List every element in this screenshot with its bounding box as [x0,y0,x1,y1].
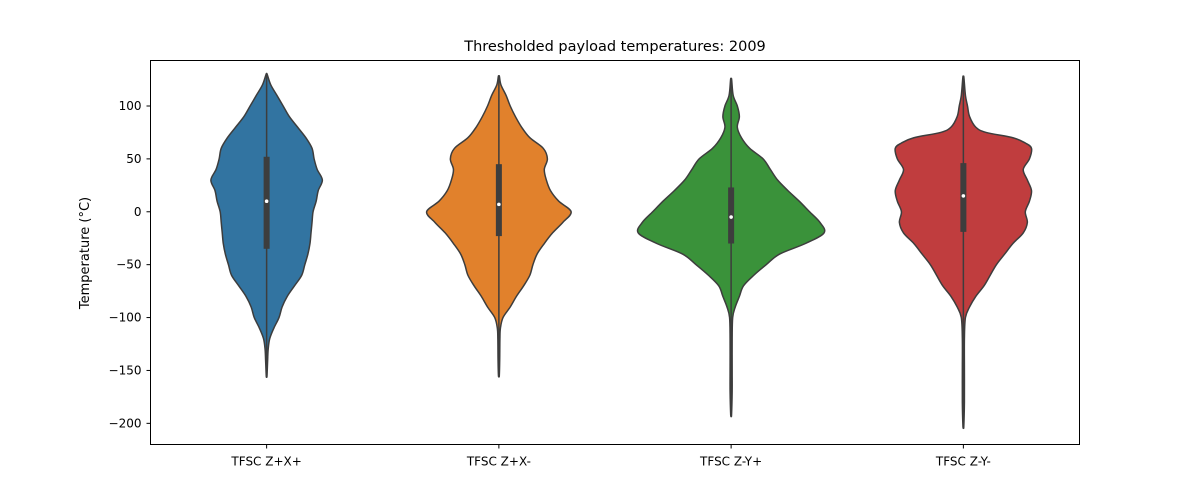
plot-frame [150,60,1080,445]
x-tick-label: TFSC Z+X+ [230,455,301,469]
violins-layer [210,72,1033,430]
y-tick-label: 100 [119,99,142,113]
y-tick-label: −150 [109,363,142,377]
y-tick-label: 0 [134,205,142,219]
y-axis-label: Temperature (°C) [78,197,93,310]
violin-group [636,77,826,418]
y-tick-label: −200 [109,416,142,430]
y-tick-label: −50 [116,258,141,272]
chart-title: Thresholded payload temperatures: 2009 [463,39,766,55]
y-tick-label: 50 [126,152,141,166]
y-axis: 100 50 0 −50 −100 −150 −200 [109,99,151,430]
x-tick-label: TFSC Z+X- [466,455,531,469]
x-axis: TFSC Z+X+ TFSC Z+X- TFSC Z-Y+ TFSC Z-Y- [230,444,991,469]
violin-group [894,75,1033,430]
violin-iqr-box [495,164,502,237]
violin-group [425,75,572,378]
x-tick-label: TFSC Z-Y+ [699,455,762,469]
violin-group [210,72,324,379]
violin-median-point [264,199,269,203]
x-tick-label: TFSC Z-Y- [935,455,991,469]
violin-median-point [729,215,733,219]
y-tick-label: −100 [109,311,142,325]
violin-median-point [961,194,966,198]
violin-median-point [497,202,501,207]
